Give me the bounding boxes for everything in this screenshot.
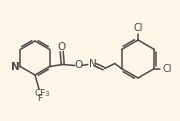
Text: 3: 3 xyxy=(44,91,49,98)
Text: CF: CF xyxy=(34,88,46,98)
Text: N: N xyxy=(89,59,97,69)
Text: O: O xyxy=(75,60,83,70)
Text: F: F xyxy=(37,94,42,103)
Text: Cl: Cl xyxy=(163,64,172,73)
Text: N: N xyxy=(10,61,19,72)
Text: O: O xyxy=(58,42,66,52)
Text: Cl: Cl xyxy=(133,23,143,33)
